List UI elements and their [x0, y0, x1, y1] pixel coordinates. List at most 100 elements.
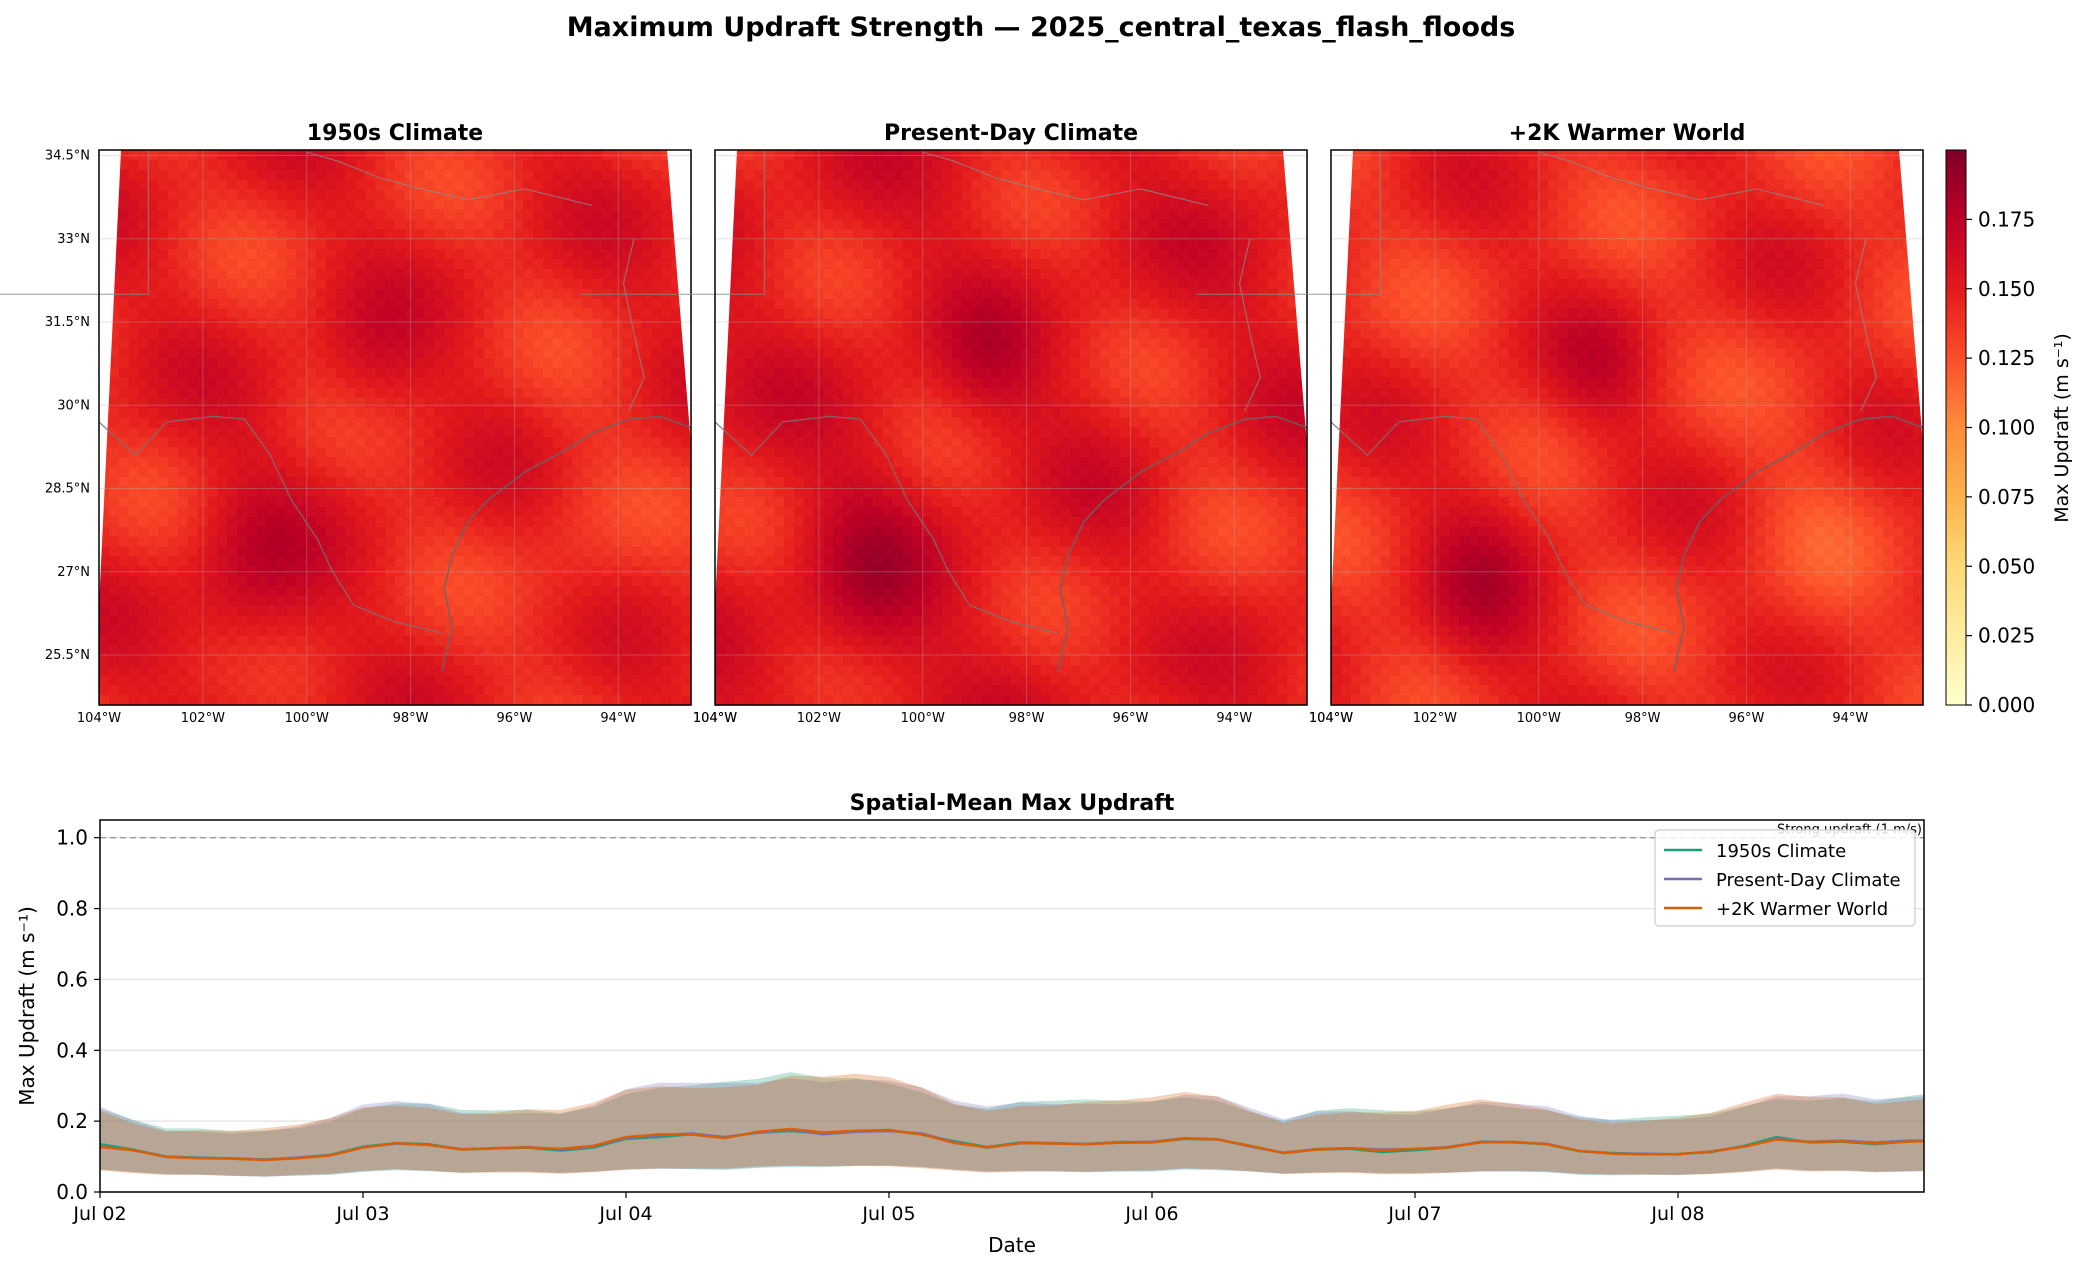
heatmap-cell: [671, 447, 682, 458]
heatmap-cell: [813, 278, 825, 290]
heatmap-cell: [1001, 338, 1012, 349]
heatmap-cell: [543, 268, 554, 280]
heatmap-cell: [1020, 407, 1032, 419]
heatmap-cell: [424, 338, 436, 349]
heatmap-cell: [641, 199, 653, 211]
heatmap-cell: [513, 595, 524, 607]
heatmap-cell: [99, 546, 110, 557]
heatmap-cell: [543, 407, 554, 419]
heatmap-cell: [631, 536, 643, 548]
heatmap-cell: [641, 467, 653, 478]
heatmap-cell: [1001, 209, 1012, 220]
heatmap-cell: [148, 437, 159, 448]
heatmap-cell: [118, 605, 130, 617]
heatmap-cell: [217, 387, 228, 399]
heatmap-cell: [572, 159, 584, 171]
heatmap-cell: [853, 199, 864, 211]
heatmap-cell: [1099, 338, 1111, 349]
heatmap-cell: [128, 318, 140, 329]
heatmap-cell: [227, 477, 238, 488]
heatmap-cell: [552, 288, 564, 300]
heatmap-cell: [148, 536, 159, 548]
heatmap-cell: [414, 268, 426, 280]
heatmap-cell: [444, 358, 455, 369]
heatmap-cell: [306, 259, 317, 270]
domain-mask: [99, 150, 121, 605]
heatmap-cell: [932, 219, 943, 230]
heatmap-cell: [582, 278, 593, 290]
heatmap-cell: [404, 516, 416, 528]
heatmap-cell: [1080, 259, 1091, 270]
heatmap-cell: [523, 179, 534, 191]
heatmap-cell: [306, 437, 317, 448]
heatmap-cell: [661, 358, 672, 369]
heatmap-cell: [286, 486, 297, 498]
heatmap-cell: [1188, 328, 1200, 339]
heatmap-cell: [1050, 268, 1061, 280]
heatmap-cell: [493, 695, 505, 706]
heatmap-cell: [641, 447, 653, 458]
heatmap-cell: [118, 348, 130, 359]
heatmap-cell: [612, 546, 623, 557]
heatmap-cell: [306, 536, 317, 548]
heatmap-cell: [764, 377, 775, 389]
heatmap-cell: [961, 387, 973, 399]
heatmap-cell: [1129, 239, 1140, 250]
heatmap-cell: [1080, 239, 1091, 250]
heatmap-cell: [941, 229, 953, 240]
heatmap-cell: [138, 407, 149, 419]
heatmap-cell: [424, 268, 436, 280]
heatmap-cell: [1139, 318, 1150, 329]
heatmap-cell: [286, 605, 297, 617]
heatmap-cell: [671, 496, 682, 508]
heatmap-cell: [424, 506, 436, 518]
heatmap-cell: [395, 259, 406, 270]
heatmap-cell: [1168, 358, 1180, 369]
heatmap-cell: [572, 278, 584, 290]
heatmap-cell: [454, 239, 465, 250]
heatmap-cell: [1040, 318, 1052, 329]
heatmap-cell: [503, 259, 514, 270]
lon-tick-label: 96°W: [496, 711, 532, 726]
heatmap-cell: [651, 159, 662, 171]
heatmap-cell: [1188, 358, 1200, 369]
heatmap-cell: [523, 556, 534, 567]
heatmap-cell: [641, 605, 653, 617]
heatmap-cell: [365, 288, 376, 300]
heatmap-cell: [562, 665, 574, 676]
heatmap-cell: [276, 457, 288, 468]
heatmap-cell: [1020, 298, 1032, 310]
heatmap-cell: [572, 506, 584, 518]
heatmap-cell: [661, 407, 672, 419]
heatmap-cell: [533, 516, 544, 528]
heatmap-cell: [256, 516, 268, 528]
heatmap-cell: [774, 278, 785, 290]
heatmap-cell: [1080, 377, 1091, 389]
heatmap-cell: [464, 150, 475, 161]
heatmap-cell: [473, 675, 485, 686]
heatmap-cell: [1011, 318, 1022, 329]
heatmap-cell: [365, 368, 376, 379]
heatmap-cell: [483, 695, 495, 706]
heatmap-cell: [118, 199, 130, 211]
heatmap-cell: [296, 150, 307, 161]
heatmap-cell: [872, 249, 884, 260]
heatmap-cell: [207, 338, 218, 349]
heatmap-cell: [138, 278, 149, 290]
heatmap-cell: [892, 199, 904, 211]
heatmap-cell: [503, 526, 514, 538]
heatmap-cell: [306, 477, 317, 488]
heatmap-cell: [543, 199, 554, 211]
heatmap-cell: [177, 625, 189, 637]
heatmap-cell: [316, 407, 327, 419]
heatmap-cell: [197, 625, 209, 637]
heatmap-cell: [187, 219, 199, 230]
heatmap-cell: [454, 179, 465, 191]
heatmap-cell: [256, 695, 268, 706]
heatmap-cell: [941, 179, 953, 191]
heatmap-cell: [1267, 278, 1278, 290]
heatmap-cell: [503, 695, 514, 706]
lon-tick-label: 98°W: [393, 711, 429, 726]
heatmap-cell: [365, 685, 376, 696]
heatmap-cell: [197, 506, 209, 518]
